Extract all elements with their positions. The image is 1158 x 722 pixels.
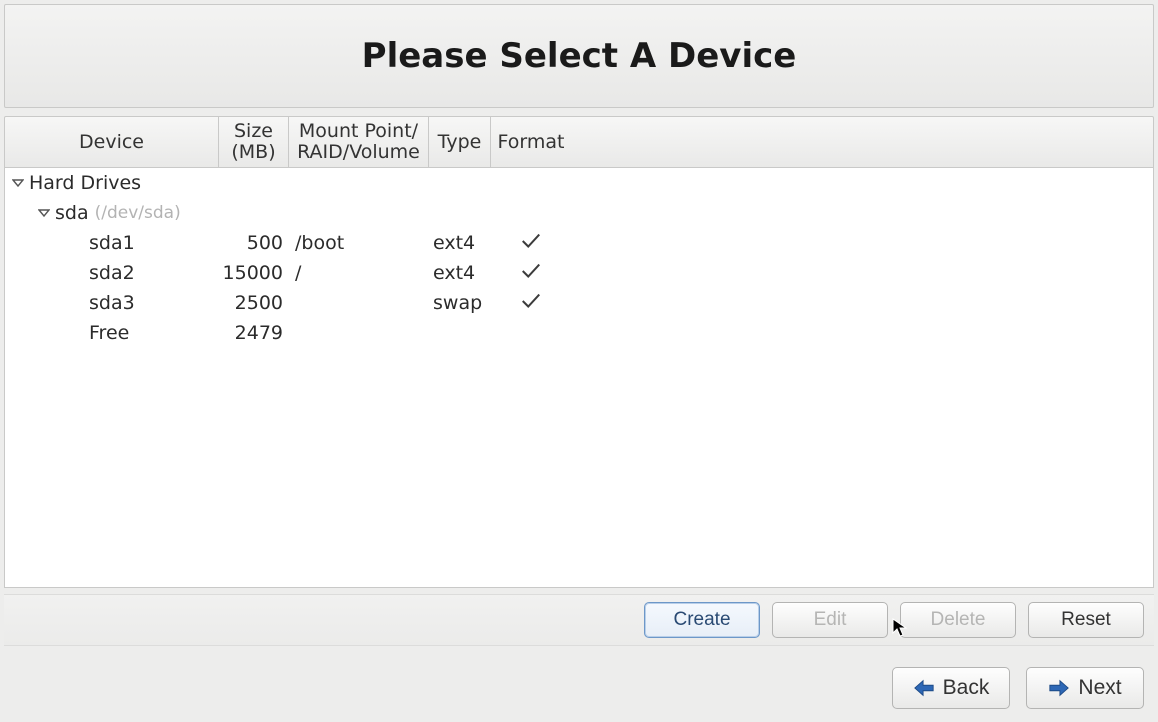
partition-size: 15000 (219, 262, 289, 284)
column-header-mount-l1: Mount Point/ (299, 121, 418, 142)
partition-type: ext4 (429, 232, 491, 254)
column-header-format[interactable]: Format (491, 117, 571, 167)
partition-type: swap (429, 292, 491, 314)
column-header-size[interactable]: Size (MB) (219, 117, 289, 167)
partition-row-sda1[interactable]: sda1 500 /boot ext4 (5, 228, 1153, 258)
partition-action-row: Create Edit Delete Reset (4, 594, 1154, 646)
next-button-label: Next (1078, 676, 1121, 700)
column-header-mount[interactable]: Mount Point/ RAID/Volume (289, 117, 429, 167)
partition-device: Free (89, 322, 129, 344)
wizard-nav-row: Back Next (4, 658, 1154, 718)
check-icon (520, 233, 542, 255)
partition-size: 2500 (219, 292, 289, 314)
partition-mount: /boot (289, 232, 429, 254)
page-title: Please Select A Device (362, 36, 797, 76)
partition-type: ext4 (429, 262, 491, 284)
partition-device: sda2 (89, 262, 135, 284)
partition-format (491, 322, 571, 345)
title-bar: Please Select A Device (4, 4, 1154, 108)
column-header-size-l1: Size (234, 121, 273, 142)
partition-size: 500 (219, 232, 289, 254)
partition-format (491, 232, 571, 255)
device-select-window: Please Select A Device Device Size (MB) … (0, 0, 1158, 722)
partition-format (491, 262, 571, 285)
tree-label-hard-drives: Hard Drives (29, 172, 141, 194)
expand-toggle-icon[interactable] (9, 174, 27, 192)
column-header-size-l2: (MB) (231, 142, 275, 163)
expand-toggle-icon[interactable] (35, 204, 53, 222)
back-button[interactable]: Back (892, 667, 1010, 709)
column-header-device[interactable]: Device (5, 117, 219, 167)
partition-row-free[interactable]: Free 2479 (5, 318, 1153, 348)
partition-size: 2479 (219, 322, 289, 344)
edit-button[interactable]: Edit (772, 602, 888, 638)
reset-button[interactable]: Reset (1028, 602, 1144, 638)
tree-row-hard-drives[interactable]: Hard Drives (5, 168, 1153, 198)
partition-table-header: Device Size (MB) Mount Point/ RAID/Volum… (4, 116, 1154, 168)
column-header-device-label: Device (79, 132, 144, 153)
tree-label-sda: sda (55, 202, 89, 224)
arrow-left-icon (913, 679, 935, 697)
partition-mount: / (289, 262, 429, 284)
tree-sublabel-sda-path: (/dev/sda) (89, 203, 181, 223)
partition-row-sda2[interactable]: sda2 15000 / ext4 (5, 258, 1153, 288)
partition-format (491, 292, 571, 315)
arrow-right-icon (1048, 679, 1070, 697)
column-header-filler (571, 117, 1153, 167)
column-header-format-label: Format (498, 132, 565, 153)
partition-device: sda3 (89, 292, 135, 314)
column-header-type-label: Type (438, 132, 482, 153)
delete-button[interactable]: Delete (900, 602, 1016, 638)
check-icon (520, 263, 542, 285)
column-header-mount-l2: RAID/Volume (297, 142, 420, 163)
partition-tree[interactable]: Hard Drives sda (/dev/sda) sda1 500 /boo… (4, 168, 1154, 588)
back-button-label: Back (943, 676, 990, 700)
tree-row-sda[interactable]: sda (/dev/sda) (5, 198, 1153, 228)
partition-device: sda1 (89, 232, 135, 254)
next-button[interactable]: Next (1026, 667, 1144, 709)
create-button[interactable]: Create (644, 602, 760, 638)
column-header-type[interactable]: Type (429, 117, 491, 167)
check-icon (520, 293, 542, 315)
partition-row-sda3[interactable]: sda3 2500 swap (5, 288, 1153, 318)
